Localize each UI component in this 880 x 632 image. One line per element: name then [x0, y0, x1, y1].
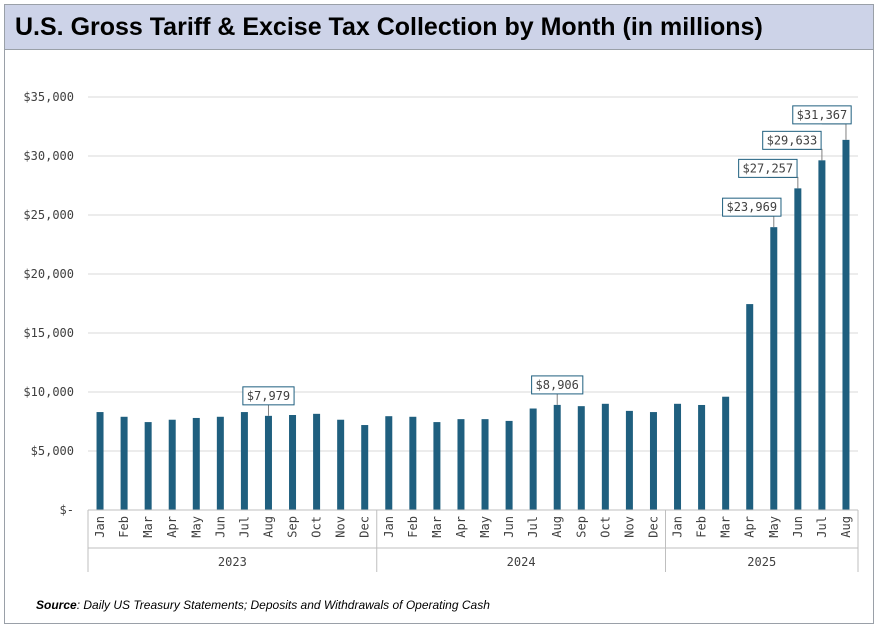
- x-tick-label: Oct: [598, 516, 612, 538]
- y-tick-label: $-: [60, 503, 74, 517]
- x-tick-label: Aug: [261, 516, 275, 538]
- chart-title: U.S. Gross Tariff & Excise Tax Collectio…: [15, 13, 763, 41]
- x-tick-label: Jun: [791, 516, 805, 538]
- group-label: 2024: [507, 555, 536, 569]
- bar: [481, 419, 489, 510]
- bar: [144, 422, 152, 510]
- bar: [289, 415, 297, 510]
- x-tick-label: Sep: [286, 516, 300, 538]
- x-tick-label: Mar: [719, 516, 733, 538]
- x-tick-label: Jan: [93, 516, 107, 538]
- x-tick-label: Jun: [502, 516, 516, 538]
- data-label-box: [792, 105, 852, 125]
- x-tick-label: Nov: [334, 516, 348, 538]
- bar: [674, 403, 682, 510]
- bar: [433, 422, 441, 510]
- bar: [264, 415, 272, 510]
- bar: [746, 304, 754, 510]
- bar: [192, 417, 200, 510]
- bar: [649, 412, 657, 510]
- x-tick-label: Jul: [237, 516, 251, 538]
- x-tick-label: Jan: [671, 516, 685, 538]
- bar: [505, 420, 513, 510]
- data-label: $8,906: [536, 378, 579, 392]
- data-label: $7,979: [247, 389, 290, 403]
- x-tick-label: Oct: [310, 516, 324, 538]
- bar: [361, 425, 369, 510]
- bar: [337, 419, 345, 510]
- x-tick-label: Jul: [815, 516, 829, 538]
- x-tick-label: Feb: [406, 516, 420, 538]
- data-label: $29,633: [767, 133, 818, 147]
- y-tick-label: $15,000: [23, 326, 74, 340]
- bar: [722, 396, 730, 510]
- group-label: 2023: [218, 555, 247, 569]
- bar: [409, 416, 417, 510]
- x-tick-label: Aug: [839, 516, 853, 538]
- y-tick-label: $35,000: [23, 90, 74, 104]
- bar: [601, 403, 609, 510]
- data-label: $27,257: [743, 161, 794, 175]
- title-band: U.S. Gross Tariff & Excise Tax Collectio…: [5, 5, 873, 50]
- data-label-box: [531, 375, 584, 395]
- y-tick-label: $20,000: [23, 267, 74, 281]
- x-tick-label: Apr: [165, 516, 179, 538]
- data-label-leader: [791, 148, 823, 161]
- y-tick-label: $10,000: [23, 385, 74, 399]
- bar: [842, 139, 850, 511]
- data-label-leader: [751, 215, 775, 228]
- bar: [770, 227, 778, 510]
- x-tick-label: Nov: [622, 516, 636, 538]
- data-label-leader: [821, 123, 847, 140]
- source-text: : Daily US Treasury Statements; Deposits…: [76, 598, 490, 612]
- data-label: $31,367: [797, 108, 848, 122]
- y-tick-label: $30,000: [23, 149, 74, 163]
- x-tick-label: Mar: [141, 516, 155, 538]
- bar: [385, 416, 393, 510]
- x-tick-label: Apr: [743, 516, 757, 538]
- source-note: Source: Daily US Treasury Statements; De…: [36, 598, 490, 612]
- x-tick-label: Dec: [646, 516, 660, 538]
- data-label-box: [738, 158, 798, 178]
- bar: [698, 404, 706, 510]
- x-tick-label: Feb: [695, 516, 709, 538]
- x-tick-label: Dec: [358, 516, 372, 538]
- bar: [794, 188, 802, 510]
- bar: [529, 408, 537, 510]
- x-tick-label: Mar: [430, 516, 444, 538]
- bar: [96, 412, 104, 510]
- bar: [120, 416, 128, 510]
- source-label: Source: [36, 598, 77, 612]
- bar: [625, 410, 633, 510]
- x-tick-label: Apr: [454, 516, 468, 538]
- bar: [168, 419, 176, 510]
- x-tick-label: Aug: [550, 516, 564, 538]
- bar: [577, 406, 585, 510]
- bar: [216, 416, 224, 510]
- bar: [457, 419, 465, 510]
- data-label-leader: [767, 176, 799, 189]
- x-tick-label: Jun: [213, 516, 227, 538]
- x-tick-label: May: [767, 516, 781, 538]
- bar: [313, 413, 321, 510]
- data-label-box: [762, 130, 822, 150]
- y-tick-label: $25,000: [23, 208, 74, 222]
- bar: [818, 160, 826, 510]
- data-label-box: [242, 386, 295, 406]
- x-tick-label: May: [478, 516, 492, 538]
- y-tick-label: $5,000: [31, 444, 74, 458]
- data-label-box: [722, 197, 782, 217]
- x-tick-label: Feb: [117, 516, 131, 538]
- x-tick-label: May: [189, 516, 203, 538]
- bar: [553, 404, 561, 510]
- chart-frame: U.S. Gross Tariff & Excise Tax Collectio…: [4, 4, 874, 624]
- data-label: $23,969: [726, 200, 777, 214]
- x-tick-label: Jan: [382, 516, 396, 538]
- bar: [240, 412, 248, 510]
- group-label: 2025: [747, 555, 776, 569]
- x-tick-label: Jul: [526, 516, 540, 538]
- x-tick-label: Sep: [574, 516, 588, 538]
